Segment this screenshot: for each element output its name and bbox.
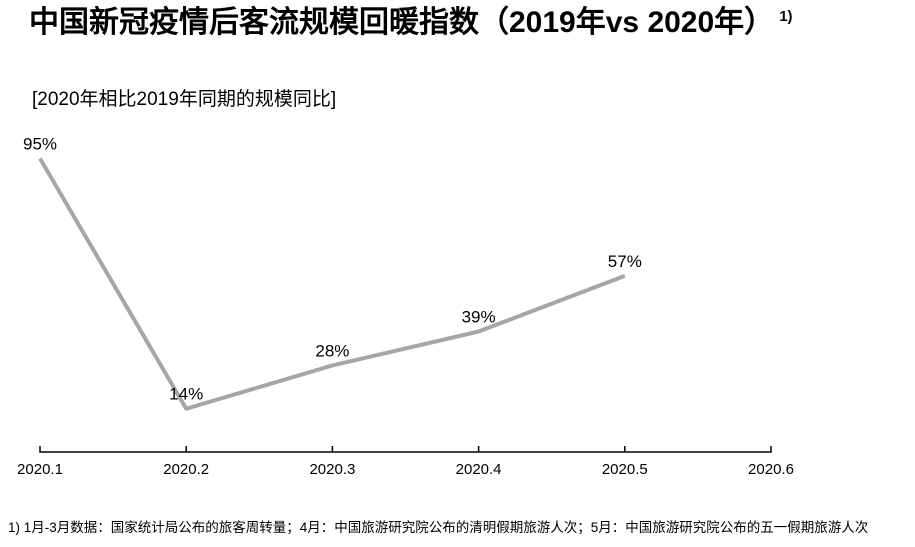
x-axis [39,446,772,453]
data-point-label: 57% [608,252,642,271]
footnote: 1) 1月-3月数据：国家统计局公布的旅客周转量；4月：中国旅游研究院公布的清明… [8,520,869,535]
data-point-label: 39% [462,307,496,326]
x-tick-label: 2020.6 [748,461,794,478]
footnote-marker: 1) [779,8,793,25]
x-tick-label: 2020.3 [309,461,355,478]
data-point-label: 28% [315,341,349,360]
x-tick-label: 2020.1 [17,461,63,478]
x-tick-label: 2020.5 [602,461,648,478]
page-title: 中国新冠疫情后客流规模回暖指数（2019年vs 2020年） 1) [29,5,793,41]
chart-subtitle: [2020年相比2019年同期的规模同比] [32,89,337,110]
data-point-label: 14% [169,385,203,404]
data-line [38,157,626,411]
x-tick-label: 2020.2 [163,461,209,478]
data-point-label: 95% [23,134,57,153]
x-tick-label: 2020.4 [456,461,502,478]
page-title-text: 中国新冠疫情后客流规模回暖指数（2019年vs 2020年） [29,6,775,39]
